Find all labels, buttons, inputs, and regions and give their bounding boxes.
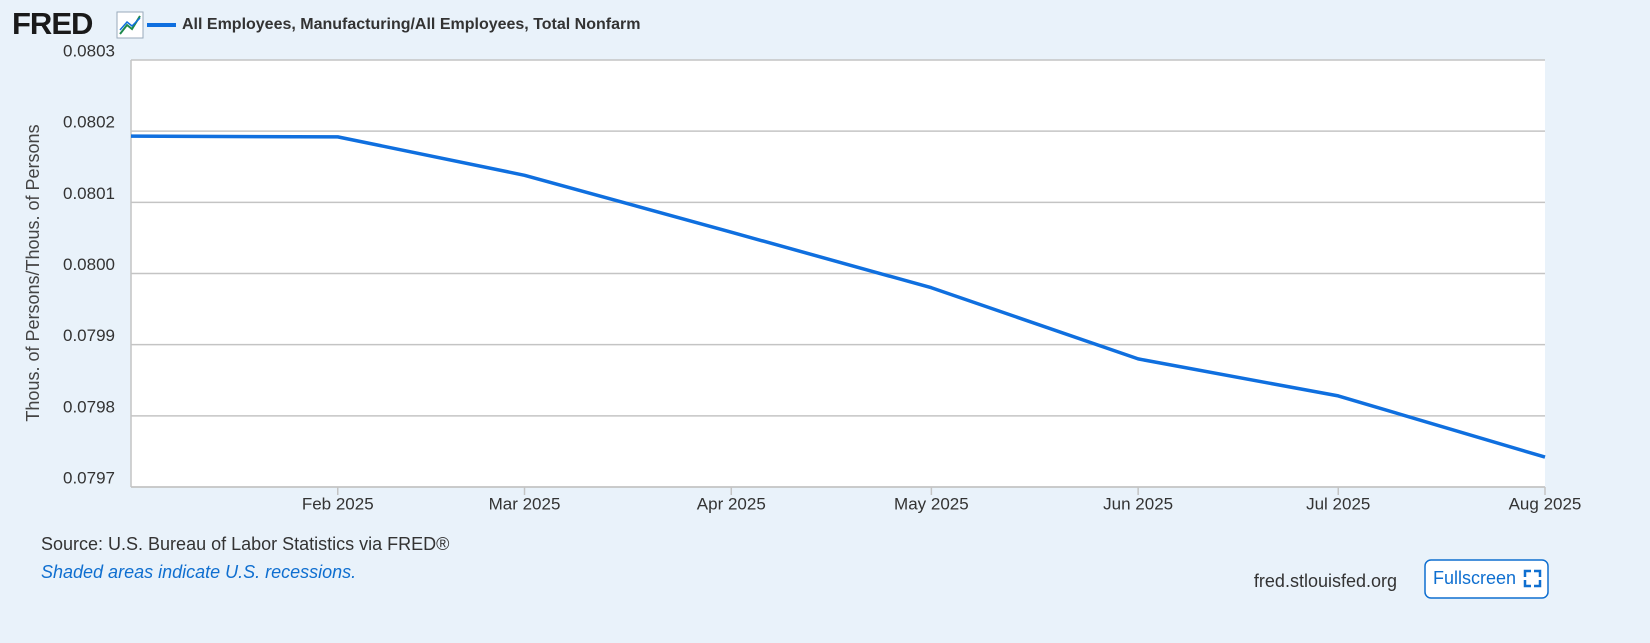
x-tick-label: Jul 2025 [1306,494,1370,513]
y-tick-label: 0.0802 [63,113,115,132]
note: Shaded areas indicate U.S. recessions. [41,562,356,582]
button-label[interactable]: Fullscreen [1433,568,1516,588]
x-tick-label: Apr 2025 [697,494,766,513]
x-tick-label: Feb 2025 [302,494,374,513]
y-tick-label: 0.0800 [63,255,115,274]
site: fred.stlouisfed.org [1254,571,1397,591]
logo-icon [116,11,144,39]
button-frame[interactable] [1424,559,1549,599]
y-tick-label: 0.0798 [63,397,115,416]
data-line [130,134,1546,459]
y-tick-label: 0.0803 [63,41,115,60]
legend-label: All Employees, Manufacturing/All Employe… [182,16,640,33]
x-tick-label: May 2025 [894,494,969,513]
y-axis-label: Thous. of Persons/Thous. of Persons [23,124,43,421]
y-tick-label: 0.0801 [63,184,115,203]
source: Source: U.S. Bureau of Labor Statistics … [41,534,449,554]
x-tick-label: Jun 2025 [1103,494,1173,513]
y-tick-label: 0.0799 [63,326,115,345]
button-icon[interactable] [1523,569,1542,588]
fullscreen-button[interactable]: Fullscreen [1424,559,1549,599]
logo: FRED [12,6,93,41]
x-tick-label: Aug 2025 [1509,494,1582,513]
x-tick-label: Mar 2025 [489,494,561,513]
y-tick-label: 0.0797 [63,468,115,487]
